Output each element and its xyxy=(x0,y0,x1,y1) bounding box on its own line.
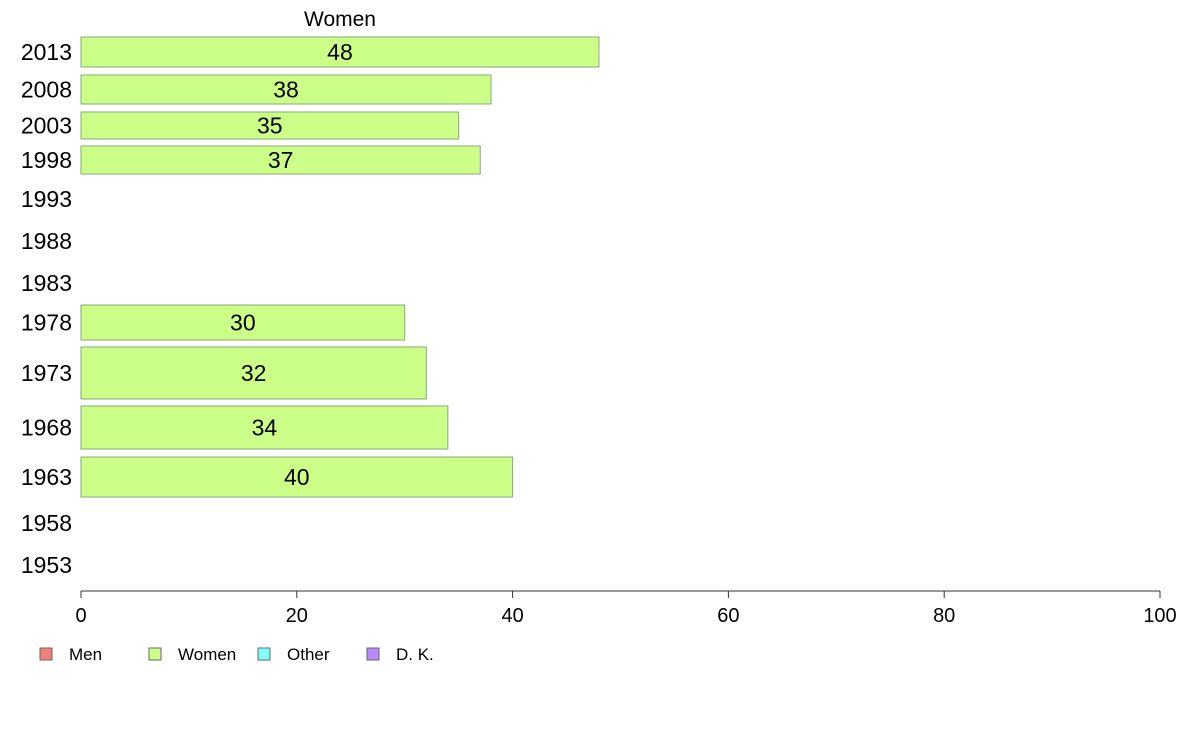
legend-label-women: Women xyxy=(178,645,236,664)
category-label-2003: 2003 xyxy=(21,113,72,139)
data-label-2003: 35 xyxy=(257,113,283,139)
x-tick-label-0: 0 xyxy=(75,605,86,627)
x-tick-label-20: 20 xyxy=(286,605,308,627)
bar-2008 xyxy=(80,74,492,105)
category-label-2013: 2013 xyxy=(21,39,72,65)
legend-swatch-men xyxy=(39,647,53,661)
category-label-1998: 1998 xyxy=(21,147,72,173)
category-label-1993: 1993 xyxy=(21,186,72,212)
category-label-1988: 1988 xyxy=(21,228,72,254)
data-label-1978: 30 xyxy=(230,310,256,336)
data-label-2013: 48 xyxy=(327,39,353,65)
legend: Men Women Other D. K. xyxy=(39,645,434,664)
bar-2013 xyxy=(80,36,600,68)
data-label-1963: 40 xyxy=(284,464,310,490)
bar-1998 xyxy=(80,145,481,175)
category-label-1958: 1958 xyxy=(21,510,72,536)
category-label-1953: 1953 xyxy=(21,552,72,578)
category-label-1983: 1983 xyxy=(21,270,72,296)
bar-1978 xyxy=(80,304,406,341)
data-label-1998: 37 xyxy=(268,147,294,173)
bar-1963 xyxy=(80,456,514,498)
x-tick-label-100: 100 xyxy=(1143,605,1176,627)
legend-swatch-women xyxy=(148,647,162,661)
chart-title: Women xyxy=(304,8,376,31)
category-label-1973: 1973 xyxy=(21,360,72,386)
bar-1973 xyxy=(80,346,427,400)
legend-swatch-other xyxy=(257,647,271,661)
x-tick-label-40: 40 xyxy=(501,605,523,627)
data-label-1973: 32 xyxy=(241,360,267,386)
legend-label-men: Men xyxy=(69,645,102,664)
x-tick-label-80: 80 xyxy=(933,605,955,627)
category-label-2008: 2008 xyxy=(21,77,72,103)
category-label-1963: 1963 xyxy=(21,464,72,490)
x-axis: 0 20 40 60 80 100 xyxy=(75,590,1177,627)
bar-1968 xyxy=(80,405,449,450)
data-label-2008: 38 xyxy=(273,77,299,103)
legend-swatch-dk xyxy=(366,647,380,661)
category-label-1978: 1978 xyxy=(21,310,72,336)
legend-label-dk: D. K. xyxy=(396,645,434,664)
legend-label-other: Other xyxy=(287,645,330,664)
category-labels: 2013 2008 2003 1998 1993 1988 1983 1978 1973 1968… xyxy=(21,39,72,578)
data-label-1968: 34 xyxy=(252,415,278,441)
bar-2003 xyxy=(80,111,460,140)
x-tick-label-60: 60 xyxy=(717,605,739,627)
category-label-1968: 1968 xyxy=(21,415,72,441)
